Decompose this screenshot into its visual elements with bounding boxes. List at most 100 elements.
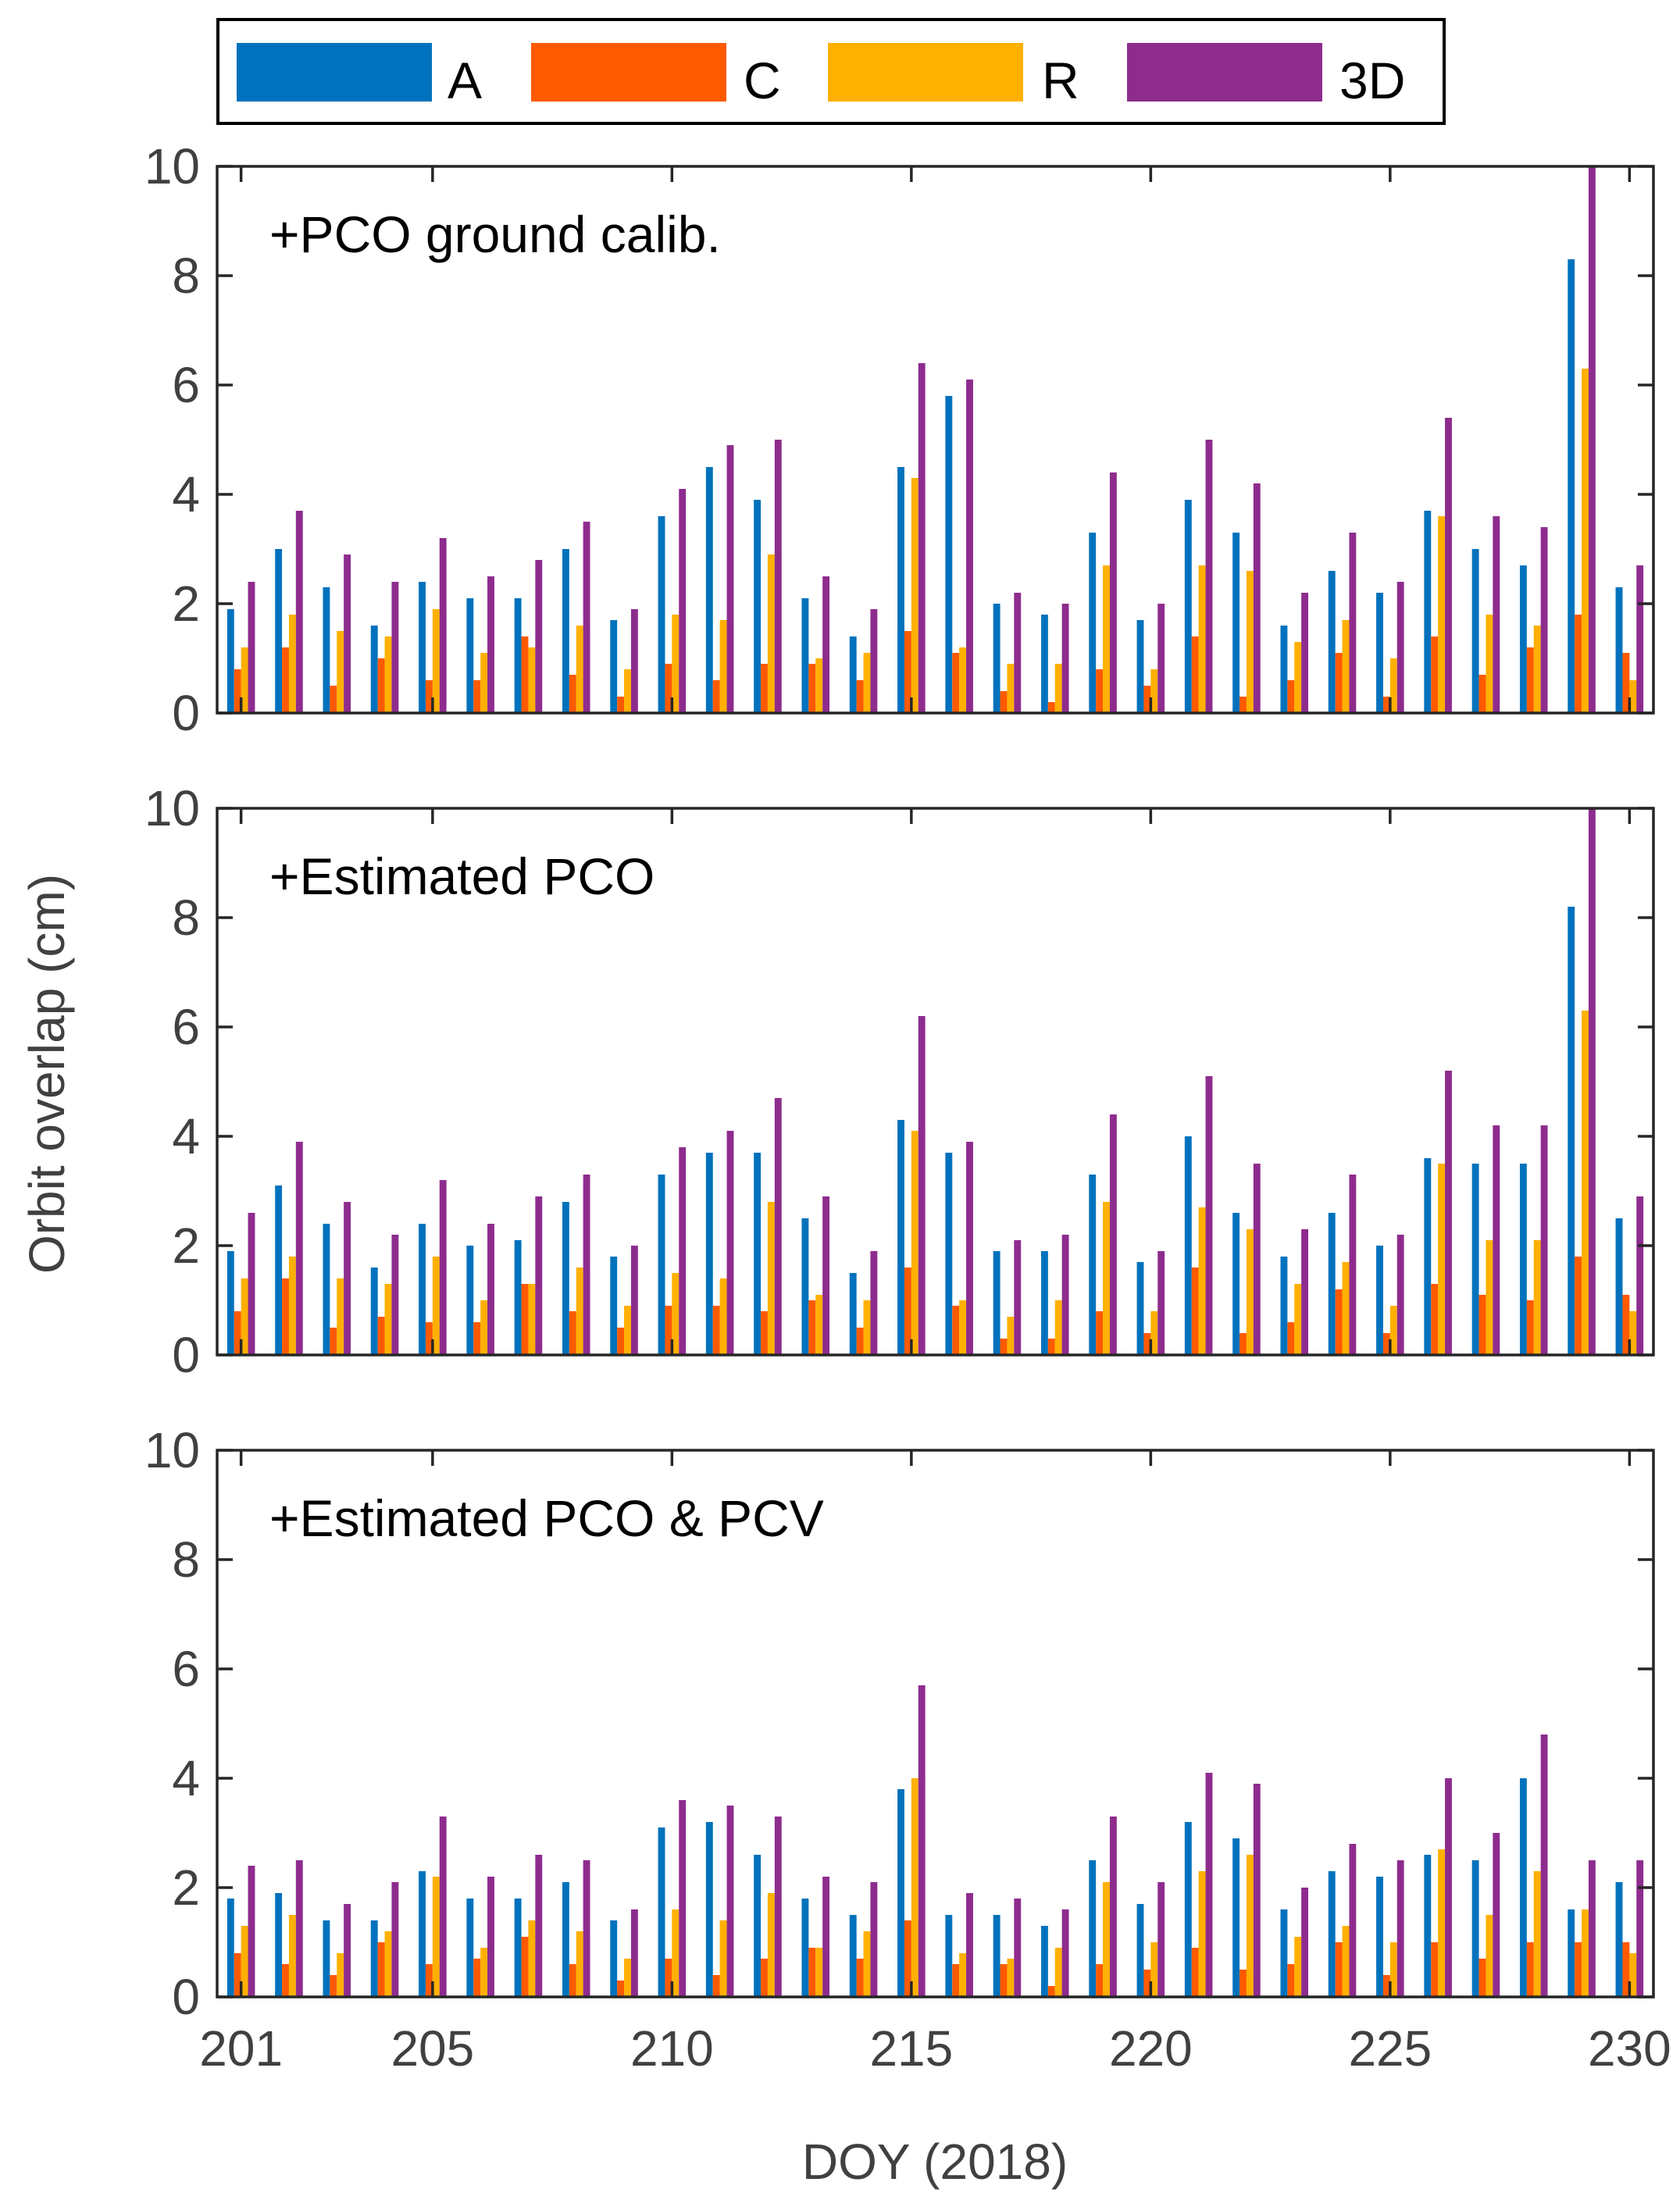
bar-A-215 (897, 1120, 904, 1355)
bar-3D-218 (1061, 1235, 1069, 1355)
bar-3D-220 (1157, 1251, 1165, 1355)
bar-R-219 (1103, 565, 1110, 713)
bar-R-213 (815, 1295, 823, 1355)
bar-C-217 (1000, 691, 1008, 713)
bar-R-214 (863, 1931, 871, 1997)
bar-R-206 (480, 653, 488, 713)
bar-R-229 (1582, 369, 1589, 713)
x-tick-label: 230 (1588, 2020, 1671, 2077)
bar-C-215 (904, 1920, 911, 1997)
bar-C-218 (1047, 702, 1055, 713)
bar-R-230 (1629, 1953, 1637, 1997)
bar-A-205 (419, 582, 426, 713)
bar-A-206 (466, 1246, 474, 1355)
y-tick-label: 2 (172, 1218, 200, 1274)
bar-3D-214 (870, 1882, 878, 1997)
bar-C-225 (1382, 1975, 1390, 1997)
plot-area (217, 1450, 1653, 1997)
bar-C-219 (1096, 669, 1104, 713)
bar-C-226 (1431, 636, 1439, 713)
bar-3D-218 (1061, 604, 1069, 713)
bar-A-209 (610, 1920, 618, 1997)
bar-A-213 (801, 1218, 809, 1355)
bar-A-211 (705, 1153, 713, 1355)
bar-A-229 (1568, 259, 1575, 713)
bar-A-223 (1280, 1257, 1288, 1355)
bar-R-210 (672, 1273, 679, 1355)
bar-R-208 (576, 626, 583, 713)
bar-R-211 (719, 1920, 727, 1997)
bar-C-228 (1526, 647, 1534, 713)
bar-A-208 (562, 1202, 569, 1355)
bar-A-218 (1040, 1251, 1048, 1355)
bar-A-222 (1232, 1838, 1240, 1997)
panel-estimated-pco-pcv: 0 2 4 6 8 10 201 205 210 215 220 225 230 +Estimated P… (144, 1422, 1671, 2077)
bar-3D-225 (1396, 1860, 1404, 1997)
bar-A-214 (849, 1273, 857, 1355)
bar-C-216 (952, 1964, 960, 1997)
bar-3D-225 (1396, 582, 1404, 713)
bar-A-213 (801, 598, 809, 713)
bar-A-219 (1089, 1175, 1097, 1355)
bar-C-209 (617, 1328, 625, 1355)
bar-3D-212 (774, 1817, 782, 1997)
bar-C-204 (377, 1317, 385, 1355)
bar-R-202 (288, 615, 296, 713)
bar-R-206 (480, 1300, 488, 1355)
bar-3D-201 (248, 582, 255, 713)
bar-C-225 (1382, 697, 1390, 713)
bar-3D-221 (1205, 1076, 1213, 1355)
bar-3D-217 (1014, 593, 1022, 713)
bar-C-214 (856, 1328, 864, 1355)
bar-R-209 (624, 1959, 631, 1997)
bar-3D-220 (1157, 1882, 1165, 1997)
bar-A-201 (226, 609, 234, 713)
bar-C-225 (1382, 1333, 1390, 1355)
bar-C-229 (1575, 1942, 1582, 1997)
bar-3D-215 (918, 1016, 926, 1355)
bar-R-207 (528, 647, 536, 713)
bar-R-210 (672, 615, 679, 713)
bar-3D-229 (1588, 1860, 1596, 1997)
bar-R-225 (1389, 1306, 1397, 1355)
x-tick-label: 220 (1109, 2020, 1193, 2077)
y-tick-label: 8 (172, 248, 200, 304)
bar-A-212 (754, 500, 762, 713)
bar-R-229 (1582, 1909, 1589, 1997)
bar-C-212 (761, 664, 768, 713)
bar-A-214 (849, 1915, 857, 1997)
y-tick-label: 0 (172, 1327, 200, 1383)
bar-R-212 (767, 1893, 775, 1997)
bar-C-217 (1000, 1964, 1008, 1997)
bar-R-211 (719, 1278, 727, 1355)
bar-A-220 (1136, 1262, 1144, 1355)
bar-3D-205 (439, 1817, 447, 1997)
bar-R-230 (1629, 1311, 1637, 1355)
bar-3D-202 (295, 511, 303, 713)
bar-A-217 (993, 604, 1001, 713)
bar-3D-224 (1349, 1844, 1357, 1997)
bar-3D-222 (1253, 483, 1261, 713)
bar-3D-230 (1636, 1860, 1644, 1997)
bar-A-220 (1136, 620, 1144, 713)
bar-3D-214 (870, 609, 878, 713)
bar-R-219 (1103, 1202, 1110, 1355)
bar-R-223 (1294, 1284, 1302, 1355)
bar-R-217 (1007, 1317, 1015, 1355)
bar-A-201 (226, 1899, 234, 1997)
bar-3D-226 (1445, 1778, 1452, 1997)
y-tick-label: 2 (172, 1859, 200, 1916)
bar-A-223 (1280, 1909, 1288, 1997)
bar-3D-212 (774, 440, 782, 713)
bar-C-205 (425, 1322, 433, 1355)
bar-R-206 (480, 1948, 488, 1997)
bar-3D-211 (726, 445, 734, 713)
bar-3D-220 (1157, 604, 1165, 713)
bar-C-224 (1335, 653, 1343, 713)
bar-C-216 (952, 1306, 960, 1355)
bar-A-215 (897, 467, 904, 713)
panel-estimated-pco: 0 2 4 6 8 10 +Estimated PCO (144, 780, 1655, 1383)
legend: A C R 3D (216, 18, 1446, 125)
bar-A-229 (1568, 1909, 1575, 1997)
bar-A-227 (1471, 1164, 1479, 1355)
